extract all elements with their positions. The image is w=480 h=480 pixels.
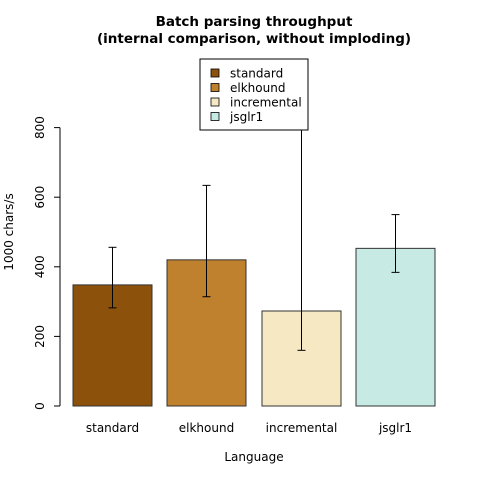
x-axis-label: Language <box>224 450 283 464</box>
x-tick-label: standard <box>86 421 139 435</box>
y-axis: 0 200 400 600 800 <box>33 116 61 410</box>
chart-subtitle: (internal comparison, without imploding) <box>97 31 411 47</box>
bar-jsglr1 <box>355 247 436 407</box>
legend-label: standard <box>230 67 283 81</box>
chart-title: Batch parsing throughput <box>156 14 353 30</box>
x-tick-labels: standard elkhound incremental jsglr1 <box>86 421 412 435</box>
x-tick-label: jsglr1 <box>378 421 412 435</box>
legend-swatch-incremental <box>210 97 220 107</box>
legend-label: jsglr1 <box>229 110 263 124</box>
legend-swatch-standard <box>210 68 220 78</box>
y-tick-label: 600 <box>33 186 47 209</box>
legend-swatch-elkhound <box>210 83 220 92</box>
y-tick-label: 400 <box>33 255 47 278</box>
bars-layer <box>72 247 436 407</box>
y-tick-label: 800 <box>33 116 47 139</box>
y-tick-label: 0 <box>33 402 47 410</box>
legend-swatch-jsglr1 <box>210 112 220 121</box>
x-tick-label: elkhound <box>179 421 234 435</box>
x-tick-label: incremental <box>266 421 338 435</box>
y-tick-label: 200 <box>33 325 47 348</box>
y-axis-label: 1000 chars/s <box>2 193 16 270</box>
legend-label: elkhound <box>230 81 285 95</box>
legend-label: incremental <box>230 96 302 110</box>
